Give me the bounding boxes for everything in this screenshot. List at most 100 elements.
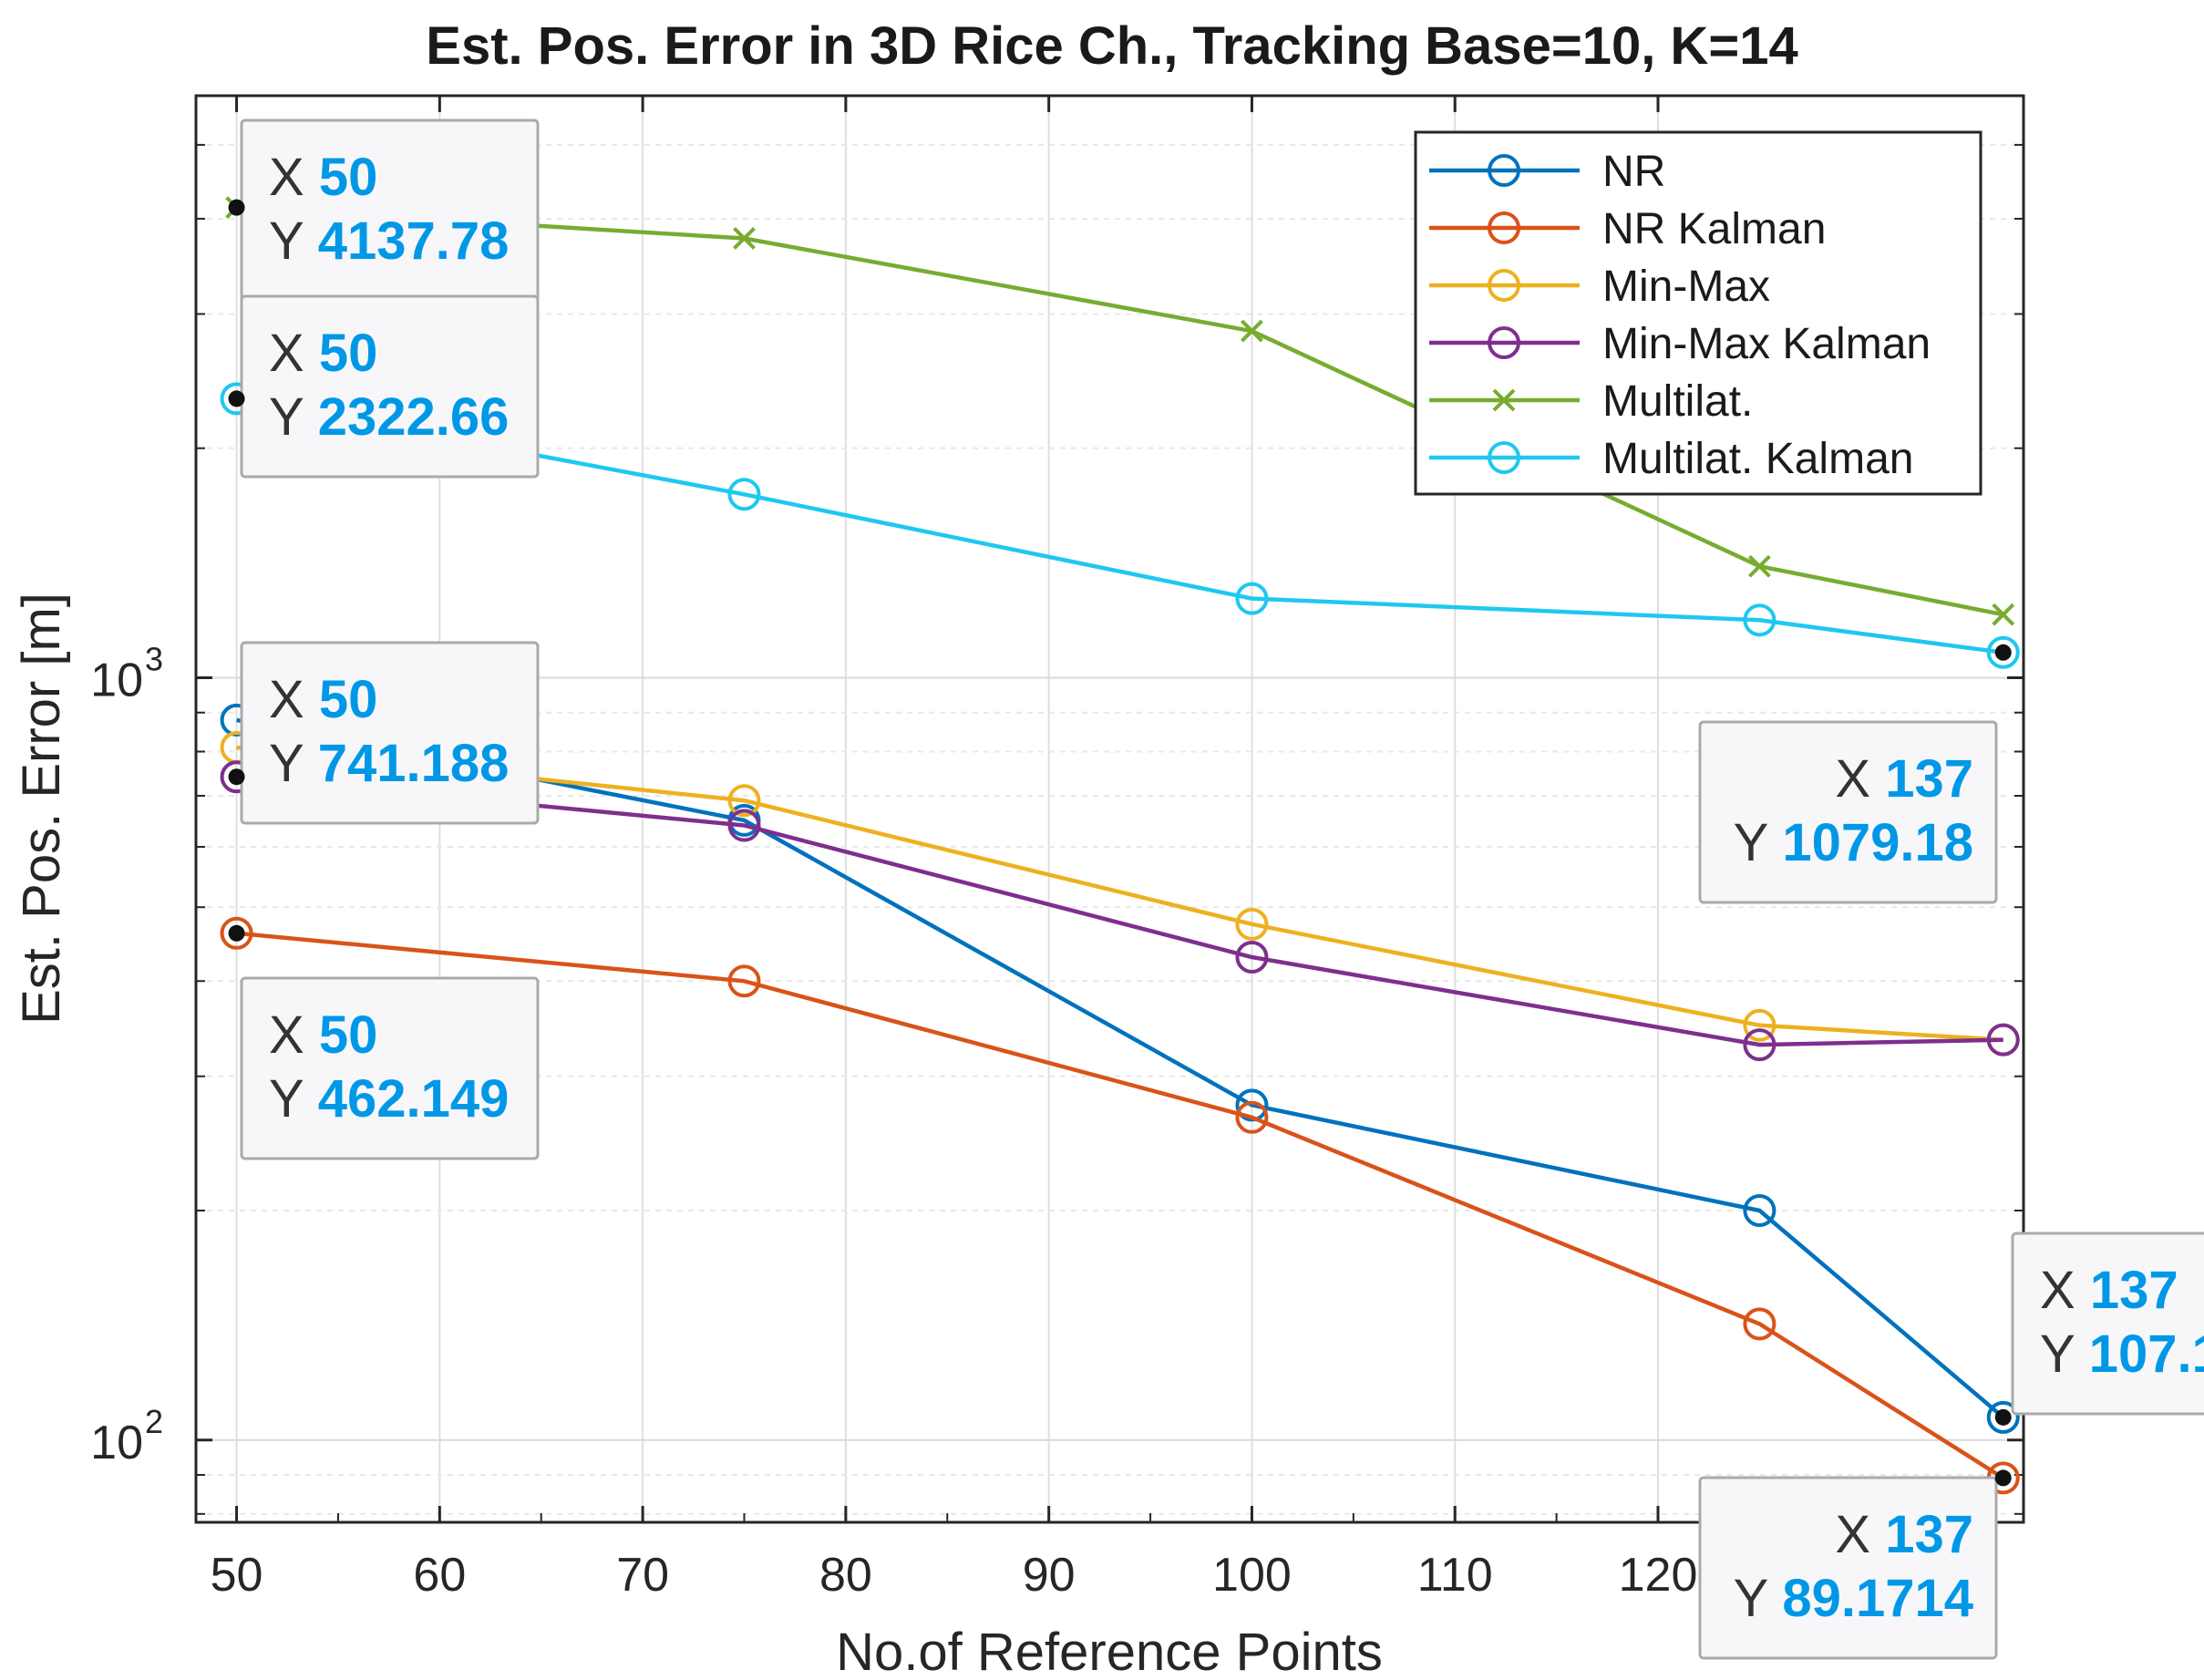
y-tick-exponent: 3 (145, 640, 163, 677)
legend-entry: Multilat. Kalman (1429, 435, 1913, 483)
datatip-y-key: Y (269, 734, 304, 793)
data-point-marker (1986, 1400, 2020, 1434)
data-point-marker (733, 227, 756, 250)
y-tick-label: 10 2 (90, 1403, 163, 1469)
series-line (236, 397, 2003, 655)
x-tick-label: 80 (819, 1549, 872, 1602)
x-tick-label: 100 (1212, 1549, 1292, 1602)
y-tick-exponent: 2 (145, 1403, 163, 1440)
datatip-y-key: Y (1734, 1569, 1768, 1628)
datatip: X 50Y 462.149 (228, 924, 540, 1160)
data-point-marker (727, 784, 761, 818)
datatip-anchor-dot (228, 199, 245, 216)
datatip-y-row: Y 107.1 (2040, 1324, 2204, 1384)
legend: NR NR Kalman Min-Max Min-Max Kalman Multilat… (1414, 130, 1983, 496)
legend-marker (1488, 269, 1520, 302)
data-point-marker (1235, 582, 1269, 615)
legend-label: Min-Max Kalman (1602, 320, 1931, 368)
legend-entry: NR (1429, 148, 1665, 196)
datatip: X 137 Y 1079.18 (1698, 644, 2012, 904)
datatip-x-key: X (2040, 1261, 2075, 1320)
series-line (236, 774, 2003, 1047)
x-tick-label: 50 (211, 1549, 263, 1602)
datatip-y-row: Y 4137.78 (269, 211, 509, 271)
datatip-x-value: 137 (2090, 1261, 2178, 1320)
datatip-x-value: 50 (319, 148, 378, 207)
legend-entry: Min-Max Kalman (1429, 320, 1931, 368)
legend-label: NR Kalman (1602, 205, 1826, 253)
data-point-marker (1747, 554, 1771, 578)
data-point-marker (727, 809, 761, 842)
data-point-marker (1235, 940, 1269, 974)
datatip-anchor-dot (1994, 644, 2012, 661)
chart-title: Est. Pos. Error in 3D Rice Ch., Tracking… (426, 16, 1797, 76)
legend-entry: Min-Max (1429, 263, 1770, 311)
data-point-marker (220, 916, 253, 950)
datatip-y-key: Y (2040, 1324, 2075, 1384)
datatip-box (2011, 1232, 2204, 1416)
legend-marker (1488, 211, 1520, 244)
x-tick-label: 60 (413, 1549, 466, 1602)
series-line (236, 931, 2004, 1480)
series-line (236, 745, 2003, 1042)
datatip-y-value: 89.1714 (1782, 1569, 1973, 1628)
datatip-anchor-dot (1994, 1469, 2012, 1487)
datatip-x-key: X (269, 148, 304, 207)
datatip-x-row: X 50 (269, 148, 377, 207)
datatip-y-key: Y (269, 387, 304, 447)
series-line (236, 717, 2005, 1419)
datatip-x-key: X (1835, 749, 1870, 809)
datatip-y-value: 741.188 (318, 734, 510, 793)
datatip-x-row: X 50 (269, 324, 377, 383)
x-axis-label: No.of Reference Points (836, 1623, 1383, 1680)
datatip-anchor-dot (228, 924, 245, 942)
data-tips: X 50Y 4137.78X 50Y 2322.66X 50Y 741.188X… (228, 119, 2204, 1660)
datatip-x-row: X 50 (269, 1005, 377, 1065)
datatip: X 50Y 4137.78 (228, 119, 540, 303)
legend-entry: NR Kalman (1429, 205, 1826, 253)
y-tick-base: 10 (90, 654, 143, 706)
legend-label: NR (1602, 148, 1665, 196)
data-series (220, 196, 2020, 1495)
series-min-max-kalman (220, 760, 2020, 1062)
series-multilat (225, 196, 2015, 626)
data-point-marker (1743, 1307, 1777, 1341)
datatip-y-value: 107.1 (2089, 1324, 2204, 1384)
datatip-anchor-dot (228, 768, 245, 786)
y-tick-base: 10 (90, 1417, 143, 1469)
data-point-marker (727, 964, 761, 998)
datatip-x-key: X (269, 670, 304, 729)
axes-box (194, 94, 2025, 1524)
datatip-box (1698, 1476, 1998, 1660)
datatip-y-key: Y (269, 211, 304, 271)
legend-marker (1488, 154, 1520, 187)
datatip-x-value: 137 (1885, 749, 1973, 809)
x-tick-label: 90 (1023, 1549, 1076, 1602)
series-multilat-kalman (220, 382, 2020, 669)
datatip-y-row: Y 2322.66 (269, 387, 509, 447)
datatip-box (240, 641, 540, 825)
datatip: X 50Y 741.188 (228, 641, 540, 825)
data-point-marker (1992, 603, 2015, 626)
legend-box (1414, 130, 1983, 496)
datatip-box (240, 976, 540, 1160)
data-point-marker (1986, 635, 2020, 669)
data-point-marker (1235, 907, 1269, 941)
data-point-marker (1235, 1100, 1269, 1134)
data-point-marker (1743, 603, 1777, 637)
datatip: X 50Y 2322.66 (228, 294, 540, 479)
datatip-y-value: 1079.18 (1782, 813, 1973, 872)
legend-marker (1488, 441, 1520, 474)
datatip-y-key: Y (1734, 813, 1768, 872)
x-tick-label: 120 (1619, 1549, 1698, 1602)
datatip-x-key: X (269, 1005, 304, 1065)
datatip-y-value: 4137.78 (318, 211, 510, 271)
datatip-anchor-dot (228, 390, 245, 407)
datatip-x-row: X 137 (1835, 1505, 1973, 1564)
data-point-marker (1743, 1008, 1777, 1042)
datatip: X 137 Y 89.1714 (1698, 1469, 2012, 1660)
data-point-marker (1235, 1088, 1269, 1122)
datatip-y-row: Y 462.149 (269, 1069, 509, 1129)
x-tick-label: 70 (616, 1549, 669, 1602)
